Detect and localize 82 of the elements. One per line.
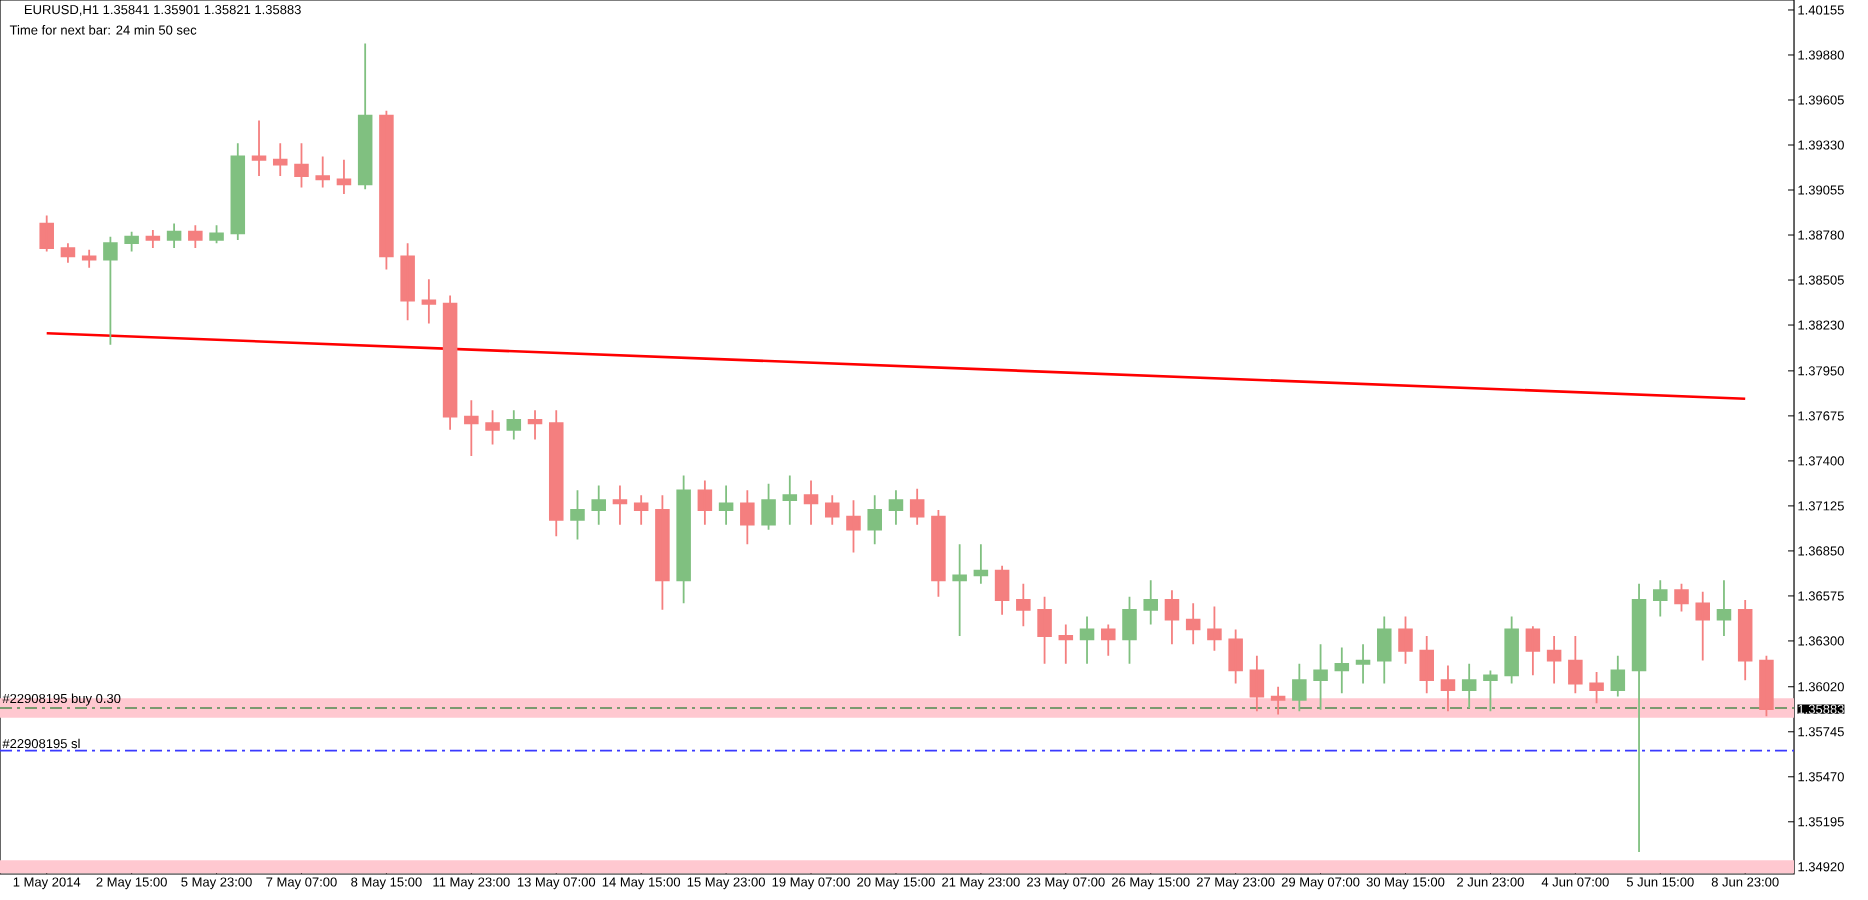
candlestick xyxy=(1079,615,1095,665)
candlestick xyxy=(676,474,691,605)
candlestick xyxy=(1207,605,1222,652)
candlestick xyxy=(103,235,118,346)
candlestick xyxy=(506,409,522,441)
candlestick xyxy=(464,399,479,457)
candlestick xyxy=(1759,654,1774,718)
candlestick xyxy=(209,224,224,245)
candlestick xyxy=(633,494,649,526)
candlestick xyxy=(867,494,882,546)
candlestick xyxy=(145,229,161,250)
candlestick xyxy=(1164,589,1180,646)
candlestick xyxy=(1355,643,1371,685)
candlestick xyxy=(400,242,415,322)
candlestick xyxy=(909,487,925,526)
candlestick xyxy=(1270,685,1286,716)
candlestick xyxy=(357,42,373,191)
candlestick xyxy=(697,479,713,526)
candlestick xyxy=(931,509,946,598)
candlestick xyxy=(1461,662,1477,709)
candlestick xyxy=(1546,635,1562,685)
candlestick xyxy=(761,482,776,531)
candlestick xyxy=(421,278,437,325)
candlestick xyxy=(60,242,76,264)
candlestick xyxy=(612,484,628,526)
candlestick xyxy=(1483,669,1498,713)
candlestick xyxy=(548,409,564,538)
candlestick xyxy=(124,230,139,253)
candlestick xyxy=(1143,579,1158,626)
candlestick xyxy=(379,109,394,271)
candlestick xyxy=(1185,602,1201,646)
candlestick xyxy=(294,142,309,189)
candlestick xyxy=(740,489,755,546)
candlestick xyxy=(1589,671,1604,705)
candlestick xyxy=(442,294,458,431)
candlestick xyxy=(570,489,585,541)
candlestick xyxy=(1228,628,1243,685)
candlestick xyxy=(782,474,798,526)
candlestick xyxy=(1398,615,1413,665)
candlestick xyxy=(888,489,904,526)
candlestick xyxy=(336,158,352,195)
candlestick xyxy=(1419,635,1434,695)
candlestick xyxy=(315,155,330,189)
candlestick xyxy=(1674,582,1689,613)
candlestick xyxy=(1440,664,1456,713)
candlestick xyxy=(188,224,203,250)
candlestick xyxy=(1037,595,1052,665)
candlestick xyxy=(1737,599,1753,682)
candlestick xyxy=(1016,582,1031,628)
candlestick xyxy=(1610,654,1626,698)
candlestick xyxy=(527,409,543,441)
candlestick xyxy=(1568,635,1583,695)
candlestick xyxy=(1377,615,1392,685)
candlestick xyxy=(1122,595,1137,665)
candlestick xyxy=(81,248,97,269)
candlestick xyxy=(846,499,861,554)
candlestick xyxy=(1504,615,1519,685)
candlestick xyxy=(994,564,1010,616)
candlestick xyxy=(824,494,840,526)
candlestick xyxy=(230,142,246,241)
candlestick xyxy=(39,214,54,253)
candlestick xyxy=(1313,643,1328,711)
candlestick xyxy=(1653,579,1668,618)
candlestick xyxy=(718,484,734,526)
candlestick xyxy=(952,543,967,637)
candlestick xyxy=(1525,625,1541,677)
candlestick xyxy=(166,222,182,250)
candlestick xyxy=(1100,623,1116,657)
candlestick xyxy=(973,543,989,585)
candlestick xyxy=(1249,654,1265,713)
candlestick xyxy=(485,409,500,446)
candlestick xyxy=(803,479,819,526)
candlestick xyxy=(1334,646,1350,695)
candlestick xyxy=(1631,582,1647,853)
candlestick xyxy=(1695,590,1710,662)
candlestick xyxy=(251,119,267,177)
candlestick xyxy=(591,484,606,526)
candlestick xyxy=(655,494,670,611)
candlestick xyxy=(1292,662,1307,713)
candlestick xyxy=(1058,623,1074,665)
candlestick xyxy=(1716,579,1732,637)
candlestick xyxy=(272,142,288,177)
